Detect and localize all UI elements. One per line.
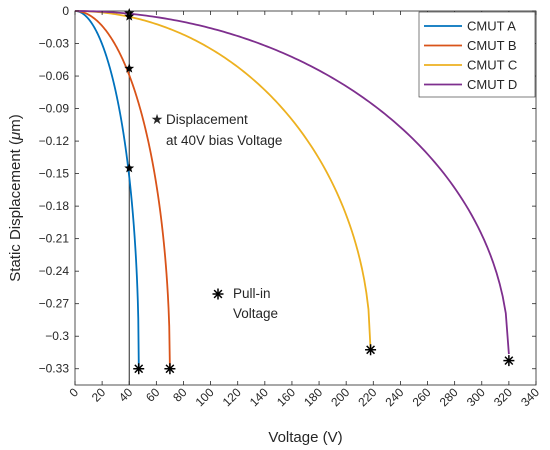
x-axis-title: Voltage (V) [268, 429, 342, 446]
x-tick-label: 100 [193, 385, 217, 409]
bias-annotation-line1: Displacement [166, 112, 248, 127]
markers-layer [124, 7, 515, 375]
y-tick-label: −0.06 [39, 69, 70, 83]
series-line-cmut-b [74, 10, 171, 369]
legend-label-cmut-d: CMUT D [467, 77, 517, 92]
pullin-annotation-asterisk [212, 288, 224, 300]
pull-in-point-cmut-d [503, 355, 515, 367]
series-line-cmut-c [74, 10, 372, 350]
y-tick-label: −0.03 [39, 37, 70, 51]
legend-label-cmut-c: CMUT C [467, 58, 517, 73]
pullin-annotation-line2: Voltage [233, 306, 278, 321]
x-tick-label: 140 [247, 385, 271, 409]
legend-label-cmut-b: CMUT B [467, 38, 517, 53]
pullin-annotation: Pull-in Voltage [212, 286, 278, 321]
legend: CMUT A CMUT B CMUT C CMUT D [418, 11, 536, 98]
bias-point-cmut-b [124, 63, 135, 73]
y-tick-label: −0.09 [39, 102, 70, 116]
bias-point-cmut-a [124, 162, 135, 173]
x-tick-label: 40 [116, 385, 136, 405]
y-axis-title-unit-symbol: μ [7, 132, 24, 141]
y-tick-label: −0.27 [39, 297, 70, 311]
y-tick-label: −0.33 [39, 362, 70, 376]
y-axis-title-prefix: Static Displacement ( [7, 140, 24, 282]
x-tick-label: 340 [518, 385, 542, 409]
bias-annotation: ★ Displacement at 40V bias Voltage [151, 111, 283, 148]
y-tick-label: −0.21 [39, 232, 70, 246]
bias-annotation-star: ★ [151, 111, 164, 127]
pull-in-point-cmut-c-stroke [366, 345, 376, 355]
x-tick-label: 160 [274, 385, 298, 409]
x-tick-label: 120 [220, 385, 244, 409]
y-tick-label: −0.12 [39, 134, 70, 148]
x-tick-label: 280 [437, 385, 461, 409]
series-line-cmut-d [74, 10, 510, 355]
y-tick-label: −0.15 [39, 167, 70, 181]
x-tick-label: 300 [464, 385, 488, 409]
pull-in-point-cmut-c [365, 344, 377, 356]
bias-point-cmut-c [124, 11, 135, 21]
y-tick-label: −0.18 [39, 199, 70, 213]
bias-annotation-line2: at 40V bias Voltage [166, 133, 282, 148]
x-tick-label: 0 [66, 385, 81, 400]
x-tick-label: 220 [355, 385, 379, 409]
pull-in-point-cmut-a-stroke [134, 364, 144, 374]
x-tick-label: 200 [328, 385, 352, 409]
x-tick-label: 20 [89, 385, 109, 405]
x-tick-label: 260 [410, 385, 434, 409]
pullin-annotation-asterisk-mark-stroke [213, 289, 223, 299]
pull-in-point-cmut-b [164, 363, 176, 375]
x-tick-label: 60 [143, 385, 163, 405]
legend-entries: CMUT A CMUT B CMUT C CMUT D [424, 19, 517, 92]
y-axis-title: Static Displacement (μm) [7, 114, 24, 281]
y-tick-label: 0 [62, 4, 69, 18]
pull-in-point-cmut-a [133, 363, 145, 375]
x-tick-label: 320 [491, 385, 515, 409]
x-tick-label: 240 [382, 385, 406, 409]
x-tick-label: 180 [301, 385, 325, 409]
legend-label-cmut-a: CMUT A [467, 19, 516, 34]
pullin-annotation-asterisk-mark [212, 288, 224, 300]
pullin-annotation-line1: Pull-in [233, 286, 271, 301]
ticks-layer: 0 20 40 60 80 100 120 140 160 180 200 220 240 260 280 3… [39, 4, 543, 409]
y-axis-title-suffix: m) [7, 114, 24, 132]
pull-in-point-cmut-d-stroke [504, 356, 514, 366]
x-tick-label: 80 [170, 385, 190, 405]
y-tick-label: −0.24 [39, 264, 70, 278]
pull-in-point-cmut-b-stroke [165, 364, 175, 374]
y-tick-label: −0.3 [45, 329, 69, 343]
